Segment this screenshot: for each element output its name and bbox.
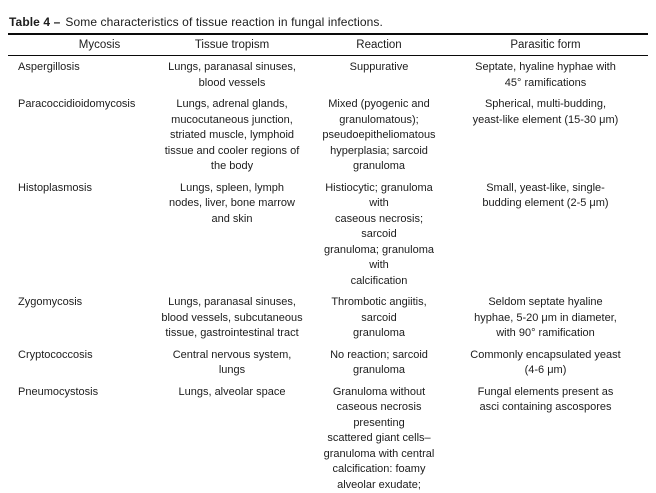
cell-tissue-tropism: Lungs, paranasal sinuses, blood vessels,… xyxy=(161,296,303,339)
cell-parasitic-form: Commonly encapsulated yeast (4-6 μm) xyxy=(470,348,621,377)
cell-reaction: Thrombotic angiitis, sarcoid granuloma xyxy=(331,296,427,339)
cell-mycosis: Histoplasmosis xyxy=(18,181,92,194)
cell-tissue-tropism: Central nervous system, lungs xyxy=(172,348,292,377)
table-row-aspergillosis: Aspergillosis Lungs, paranasal sinuses, … xyxy=(8,56,648,98)
cell-reaction: Granuloma without caseous necrosis prese… xyxy=(323,385,435,491)
cell-mycosis: Aspergillosis xyxy=(18,61,80,73)
column-header-tissue-tropism: Tissue tropism xyxy=(149,34,315,56)
table-body: Aspergillosis Lungs, paranasal sinuses, … xyxy=(8,56,648,493)
cell-reaction: Suppurative xyxy=(349,61,409,73)
table-row-pneumocystosis: Pneumocystosis Lungs, alveolar space Gra… xyxy=(8,385,648,493)
column-header-reaction: Reaction xyxy=(315,34,443,56)
column-header-mycosis: Mycosis xyxy=(8,34,149,56)
cell-tissue-tropism: Lungs, spleen, lymph nodes, liver, bone … xyxy=(169,181,295,225)
cell-parasitic-form: Fungal elements present as asci containi… xyxy=(477,385,614,414)
cell-reaction: Histiocytic; granuloma with caseous necr… xyxy=(323,181,435,287)
header-row: Mycosis Tissue tropism Reaction Parasiti… xyxy=(8,34,648,56)
cell-parasitic-form: Small, yeast-like, single- budding eleme… xyxy=(482,181,609,210)
cell-parasitic-form: Septate, hyaline hyphae with 45° ramific… xyxy=(475,61,616,89)
cell-mycosis: Paracoccidioidomycosis xyxy=(18,98,136,110)
column-header-parasitic-form: Parasitic form xyxy=(443,34,648,56)
cell-tissue-tropism: Lungs, paranasal sinuses, blood vessels xyxy=(168,61,296,89)
cell-mycosis: Cryptococcosis xyxy=(18,348,93,361)
table-header: Mycosis Tissue tropism Reaction Parasiti… xyxy=(8,34,648,56)
cell-parasitic-form: Seldom septate hyaline hyphae, 5-20 μm i… xyxy=(474,296,617,339)
table-number-label: Table 4 – xyxy=(9,15,61,29)
table-row-histoplasmosis: Histoplasmosis Lungs, spleen, lymph node… xyxy=(8,181,648,296)
cell-reaction: No reaction; sarcoid granuloma xyxy=(330,348,428,377)
table-caption-text: Some characteristics of tissue reaction … xyxy=(65,15,383,29)
table-caption: Table 4 – Some characteristics of tissue … xyxy=(9,15,648,29)
cell-mycosis: Pneumocystosis xyxy=(18,385,99,398)
cell-tissue-tropism: Lungs, alveolar space xyxy=(178,385,286,398)
table-row-cryptococcosis: Cryptococcosis Central nervous system, l… xyxy=(8,348,648,385)
table-row-zygomycosis: Zygomycosis Lungs, paranasal sinuses, bl… xyxy=(8,295,648,348)
table-row-paracoccidioidomycosis: Paracoccidioidomycosis Lungs, adrenal gl… xyxy=(8,97,648,181)
cell-parasitic-form: Spherical, multi-budding, yeast-like ele… xyxy=(472,98,619,126)
tissue-reaction-table: Mycosis Tissue tropism Reaction Parasiti… xyxy=(8,33,648,493)
cell-tissue-tropism: Lungs, adrenal glands, mucocutaneous jun… xyxy=(164,98,300,172)
cell-mycosis: Zygomycosis xyxy=(18,296,83,308)
cell-reaction: Mixed (pyogenic and granulomatous); pseu… xyxy=(322,98,436,172)
